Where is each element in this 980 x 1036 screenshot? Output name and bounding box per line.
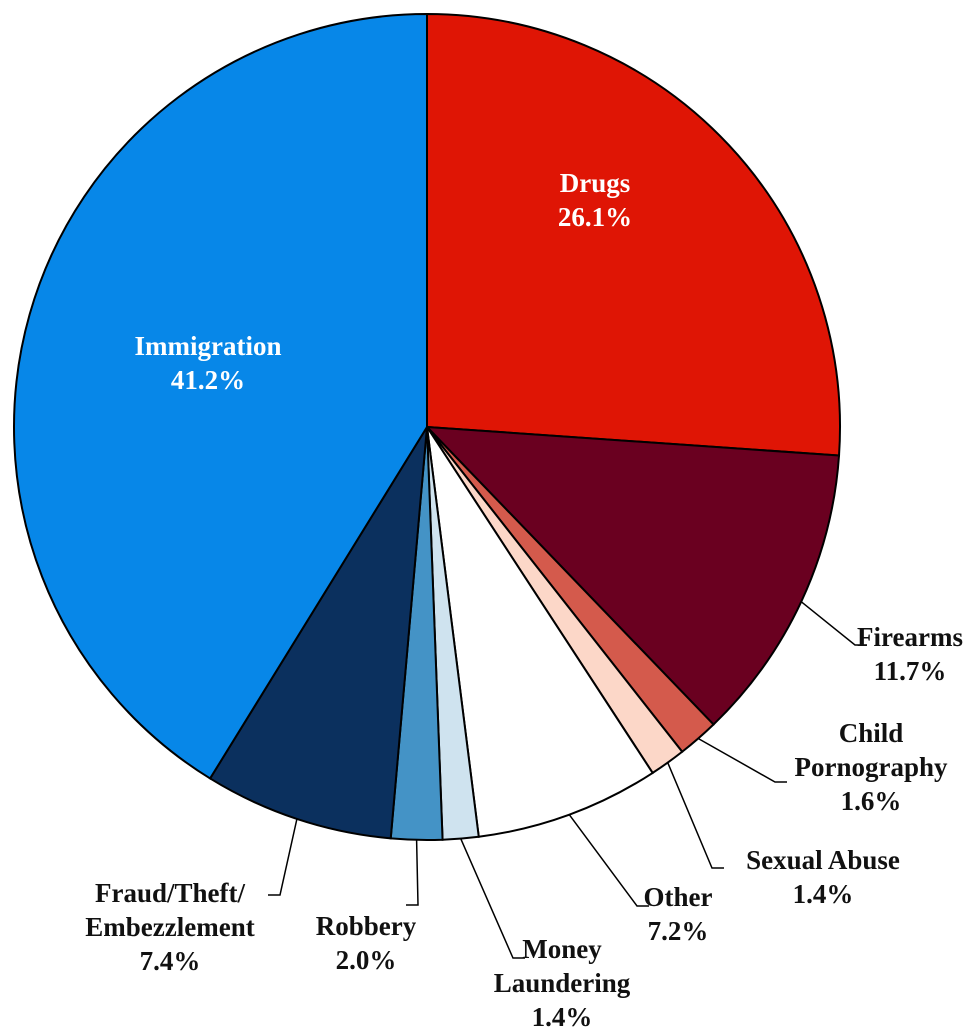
slice-label-other: Other 7.2% (644, 882, 713, 946)
slice-label-immigration: Immigration 41.2% (135, 331, 282, 395)
slice-value-other: 7.2% (648, 916, 709, 946)
leader-line-robbery (406, 839, 419, 906)
leader-line-fraud-theft-embezzlement (268, 818, 298, 896)
leader-line-child-pornography (697, 737, 787, 783)
slice-value-drugs: 26.1% (558, 202, 632, 232)
leader-line-other (568, 814, 649, 907)
slice-value-money-laundering: 1.4% (532, 1002, 593, 1032)
pie-slice-drugs (426, 12, 841, 457)
slice-value-fraud-theft-embezzlement: 7.4% (140, 946, 201, 976)
leader-line-firearms (800, 601, 867, 646)
slice-value-robbery: 2.0% (336, 945, 397, 975)
slice-value-firearms: 11.7% (874, 656, 947, 686)
pie-slice-immigration (13, 12, 428, 780)
leader-line-sexual-abuse (667, 762, 724, 869)
slice-value-immigration: 41.2% (171, 365, 245, 395)
slice-label-sexual-abuse: Sexual Abuse 1.4% (746, 845, 900, 909)
slice-value-child-pornography: 1.6% (841, 786, 902, 816)
slice-label-firearms: Firearms 11.7% (857, 622, 963, 686)
slice-label-fraud-theft-embezzlement: Fraud/Theft/Embezzlement 7.4% (85, 878, 254, 976)
slice-label-drugs: Drugs 26.1% (558, 168, 632, 232)
slice-value-sexual-abuse: 1.4% (793, 879, 854, 909)
leader-line-money-laundering (460, 838, 525, 959)
slice-label-money-laundering: Money Laundering 1.4% (494, 934, 631, 1032)
slice-label-robbery: Robbery 2.0% (316, 911, 417, 975)
slice-label-child-pornography: Child Pornography 1.6% (794, 718, 948, 816)
pie-slice-fraud-theft-embezzlement (208, 426, 428, 840)
